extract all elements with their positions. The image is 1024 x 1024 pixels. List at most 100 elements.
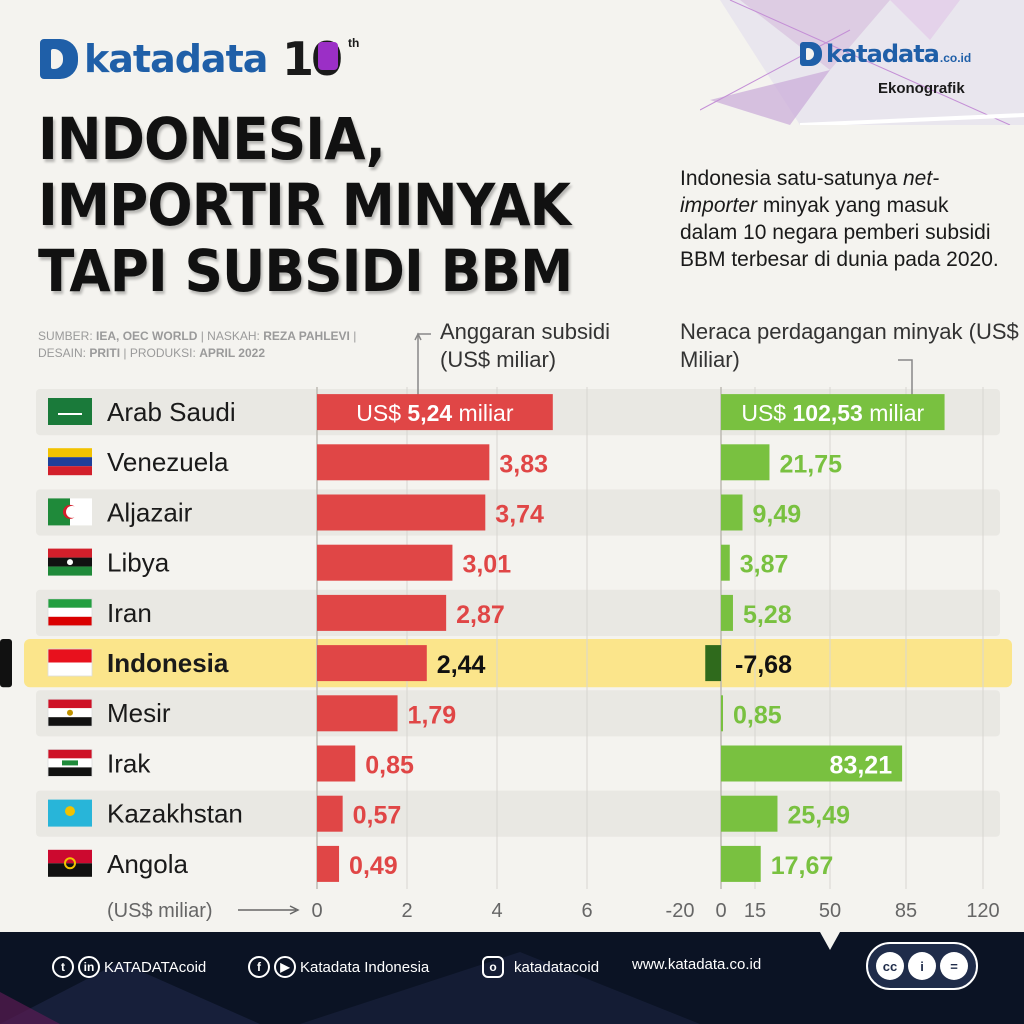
trade-bar (721, 695, 723, 732)
subsidy-data-label: US$ 5,24 miliar (356, 400, 514, 426)
subsidy-bar (317, 444, 490, 481)
flag-icon-mesir (47, 698, 93, 727)
section-label: Ekonografik (878, 80, 965, 97)
footer-social-facebook-youtube[interactable]: f ▶ Katadata Indonesia (248, 956, 429, 978)
subsidy-data-label: 3,83 (499, 450, 548, 478)
subsidy-bar (317, 544, 453, 581)
logo-text: katadata (84, 37, 268, 81)
footer-website: www.katadata.co.id (632, 956, 762, 973)
decorative-polygon (700, 0, 1024, 125)
title-line-3: TAPI SUBSIDI BBM (38, 237, 573, 305)
subsidy-bar (317, 594, 447, 631)
linkedin-icon: in (78, 956, 100, 978)
trade-series-name: Neraca perdagangan minyak (680, 319, 963, 344)
country-label: Mesir (107, 698, 171, 728)
axis-note-arrowhead (289, 905, 300, 915)
trade-bar (721, 394, 945, 431)
flag-icon-libya (48, 548, 92, 576)
instagram-icon: o (482, 956, 504, 978)
trade-data-label: -7,68 (735, 651, 792, 679)
subsidy-tick-label: 2 (401, 900, 412, 922)
katadata-logo[interactable]: katadata (40, 34, 268, 84)
subsidy-tick-label: 0 (311, 900, 322, 922)
subsidy-series-header: Anggaran subsidi (US$ miliar) (440, 318, 610, 374)
trade-data-label: 5,28 (743, 601, 792, 629)
source-credits: Sumber: IEA, OEC World | Naskah: Reza Pa… (38, 329, 357, 360)
header-connector-subsidy (417, 333, 431, 398)
title-line-1: INDONESIA, (38, 105, 386, 173)
highlight-marker (0, 639, 12, 688)
flag-icon-aljazair (48, 498, 92, 526)
subsidy-tick-label: 6 (581, 900, 592, 922)
country-label: Irak (107, 748, 151, 778)
flag-icon-arab-saudi (48, 398, 92, 425)
description-part-1: Indonesia satu-satunya (680, 167, 898, 190)
trade-data-label: US$ 102,53 miliar (741, 400, 924, 426)
footer-social-instagram[interactable]: o katadatacoid (482, 956, 599, 978)
footer-website-link[interactable]: www.katadata.co.id (632, 956, 761, 973)
footer-social-twitter-linkedin[interactable]: t in KATADATAcoid (52, 956, 206, 978)
trade-data-label: 21,75 (779, 450, 842, 478)
trade-bar (721, 544, 730, 581)
anniversary-bubble-icon (318, 42, 338, 70)
design-value: Priti (89, 346, 121, 360)
subsidy-series-unit: (US$ miliar) (440, 347, 557, 372)
trade-bar (721, 594, 733, 631)
anniversary-suffix: th (348, 36, 360, 50)
source-label: Sumber: (38, 329, 93, 343)
subsidy-bar (317, 645, 427, 682)
attribution-icon: i (908, 952, 936, 980)
production-label: Produksi: (129, 346, 196, 360)
katadata-d-icon-small (800, 42, 822, 66)
country-label: Venezuela (107, 447, 229, 477)
subsidy-bar (317, 795, 343, 832)
subsidy-bar (317, 845, 340, 882)
country-label: Arab Saudi (107, 397, 236, 427)
flag-icon-venezuela (48, 448, 92, 476)
trade-bar (721, 845, 761, 882)
trade-data-label: 25,49 (787, 802, 850, 830)
title-line-2: IMPORTIR MINYAK (38, 171, 571, 239)
row-band (36, 489, 1000, 536)
trade-bar-negative (705, 645, 721, 682)
subsidy-data-label: 0,85 (365, 752, 414, 780)
description-part-3: minyak yang masuk dalam 10 negara pember… (680, 194, 999, 271)
subsidy-data-label: 0,57 (353, 802, 402, 830)
highlight-row (24, 639, 1012, 688)
writer-value: Reza Pahlevi (263, 329, 350, 343)
katadata-d-icon (40, 39, 78, 79)
subsidy-data-label: 3,74 (495, 501, 544, 529)
flag-icon-angola (48, 849, 92, 877)
katadata-logo-right[interactable]: katadata .co.id (800, 40, 971, 68)
subsidy-series-name: Anggaran subsidi (440, 319, 611, 344)
logo-right-text: katadata (826, 40, 940, 68)
trade-data-label: 0,85 (733, 701, 782, 729)
facebook-icon: f (248, 956, 270, 978)
trade-tick-label: 85 (895, 900, 917, 922)
trade-bar (721, 745, 903, 782)
subsidy-bar (317, 394, 553, 431)
country-label: Libya (107, 548, 170, 578)
subsidy-bar (317, 745, 356, 782)
trade-tick-label: 0 (715, 900, 726, 922)
footer-background (0, 932, 1024, 1024)
footer-handle-instagram: katadatacoid (514, 958, 600, 976)
trade-series-unit: (US$ Miliar) (680, 319, 1019, 372)
subsidy-data-label: 2,87 (456, 601, 505, 629)
trade-data-label: 83,21 (830, 752, 893, 780)
footer-handle-facebook: Katadata Indonesia (300, 958, 430, 976)
subsidy-data-label: 3,01 (462, 551, 511, 579)
production-value: April 2022 (199, 346, 265, 360)
design-label: Desain: (38, 346, 87, 360)
creative-commons-badge[interactable]: cc i = (866, 942, 978, 990)
country-label: Iran (107, 598, 152, 628)
anniversary-logo: 10 th (282, 34, 362, 84)
flag-icon-irak (47, 749, 93, 777)
youtube-icon: ▶ (274, 956, 296, 978)
trade-tick-label: 15 (744, 900, 766, 922)
flag-icon-indonesia (47, 648, 93, 677)
subsidy-bar (317, 695, 398, 732)
header-connector-arrow (414, 332, 422, 341)
flag-icon-iran (47, 598, 93, 627)
